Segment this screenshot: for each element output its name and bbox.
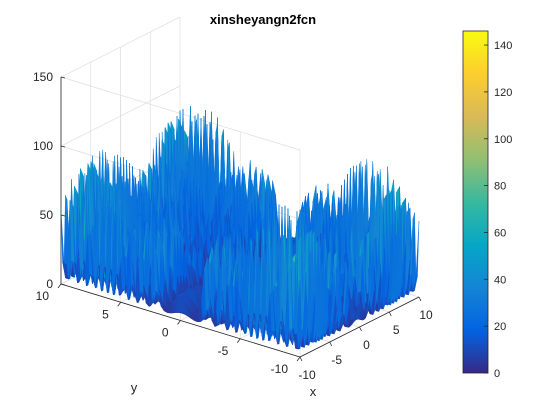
surface-plot [60,106,420,350]
